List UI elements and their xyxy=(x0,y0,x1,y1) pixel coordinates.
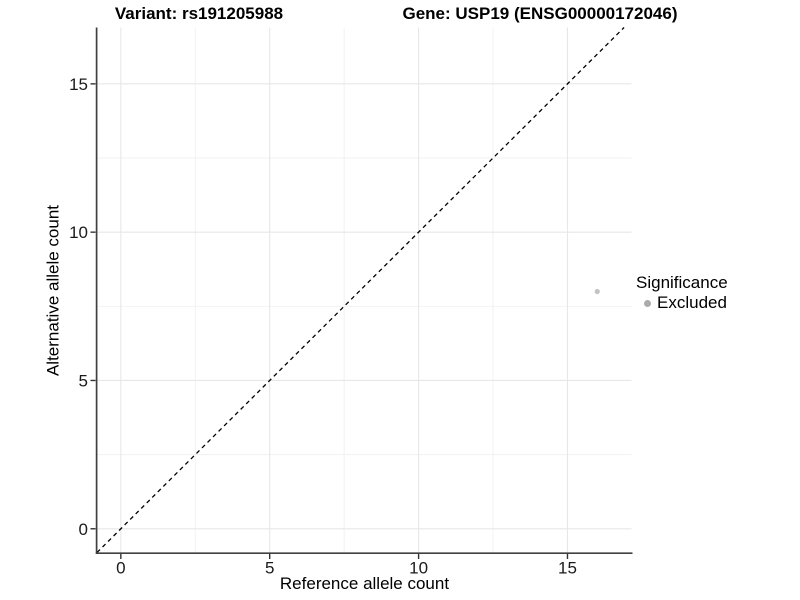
x-tick-label-5: 5 xyxy=(265,559,274,578)
legend-title: Significance xyxy=(636,273,728,292)
y-axis-label: Alternative allele count xyxy=(43,204,63,377)
legend-key xyxy=(639,295,655,311)
legend-entry-label: Excluded xyxy=(657,293,727,312)
legend-entry-excluded: Excluded xyxy=(636,293,728,313)
identity-line xyxy=(96,27,625,553)
y-tick-label-0: 0 xyxy=(79,520,88,539)
x-axis-label: Reference allele count xyxy=(279,574,450,593)
plot-title-variant: Variant: rs191205988 xyxy=(114,4,284,23)
legend-dot-icon xyxy=(643,299,651,307)
plot-title-gene: Gene: USP19 (ENSG00000172046) xyxy=(402,4,678,23)
x-tick-label-0: 0 xyxy=(116,559,125,578)
legend: Significance Excluded xyxy=(636,272,728,313)
x-tick-label-15: 15 xyxy=(558,559,577,578)
data-point-excluded-16-8 xyxy=(594,288,600,295)
x-tick-label-10: 10 xyxy=(409,559,428,578)
y-tick-label-10: 10 xyxy=(69,223,88,242)
y-tick-label-5: 5 xyxy=(79,371,88,390)
y-tick-label-15: 15 xyxy=(69,75,88,94)
